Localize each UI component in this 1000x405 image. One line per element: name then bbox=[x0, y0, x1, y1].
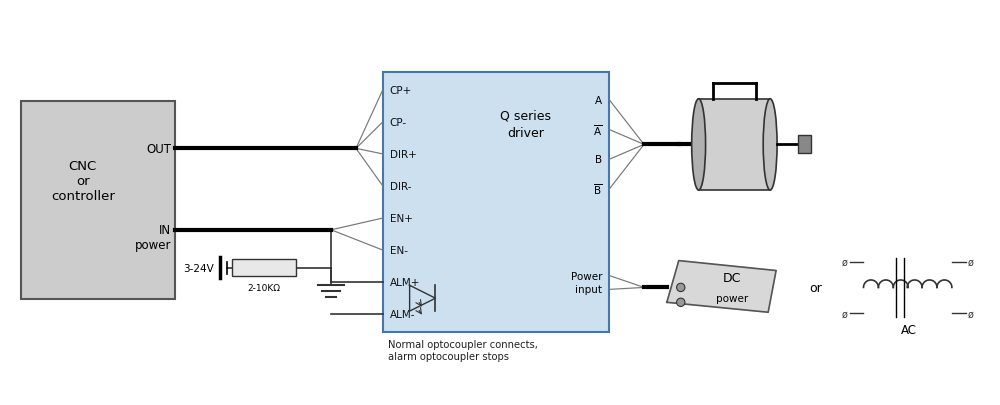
Text: $\overline{\mathrm{A}}$: $\overline{\mathrm{A}}$ bbox=[593, 123, 602, 138]
Bar bbox=[798, 136, 811, 154]
Text: A: A bbox=[595, 96, 602, 105]
Text: IN
power: IN power bbox=[135, 223, 171, 251]
Text: DIR-: DIR- bbox=[390, 181, 411, 192]
Text: or: or bbox=[809, 281, 822, 294]
Circle shape bbox=[677, 298, 685, 307]
Ellipse shape bbox=[763, 100, 777, 191]
Text: ALM-: ALM- bbox=[390, 309, 415, 320]
Polygon shape bbox=[667, 261, 776, 313]
Text: ø: ø bbox=[968, 309, 974, 318]
Text: CP+: CP+ bbox=[390, 85, 412, 96]
Text: 2-10KΩ: 2-10KΩ bbox=[248, 284, 281, 293]
Text: ø: ø bbox=[842, 309, 848, 318]
Text: EN-: EN- bbox=[390, 245, 408, 256]
Text: Normal optocoupler connects,
alarm optocoupler stops: Normal optocoupler connects, alarm optoc… bbox=[388, 339, 538, 361]
Ellipse shape bbox=[692, 100, 706, 191]
Text: $\overline{\mathrm{B}}$: $\overline{\mathrm{B}}$ bbox=[593, 182, 602, 197]
Text: ALM+: ALM+ bbox=[390, 277, 420, 288]
Text: CNC
or
controller: CNC or controller bbox=[51, 159, 115, 202]
Text: AC: AC bbox=[901, 323, 917, 336]
Bar bbox=[232, 259, 296, 277]
Text: EN+: EN+ bbox=[390, 213, 413, 224]
Text: CP-: CP- bbox=[390, 117, 407, 128]
Bar bbox=[699, 100, 770, 191]
Text: power: power bbox=[716, 293, 749, 303]
Text: Q series
driver: Q series driver bbox=[500, 109, 551, 140]
Text: OUT: OUT bbox=[146, 143, 171, 156]
Bar bbox=[21, 101, 175, 300]
Text: ø: ø bbox=[842, 257, 848, 267]
Circle shape bbox=[677, 284, 685, 292]
Text: DC: DC bbox=[723, 271, 742, 284]
Text: ø: ø bbox=[968, 257, 974, 267]
Text: Power
input: Power input bbox=[571, 272, 602, 294]
Text: 3-24V: 3-24V bbox=[183, 263, 214, 273]
Text: B: B bbox=[595, 155, 602, 165]
Text: DIR+: DIR+ bbox=[390, 149, 417, 160]
Bar bbox=[383, 73, 609, 332]
